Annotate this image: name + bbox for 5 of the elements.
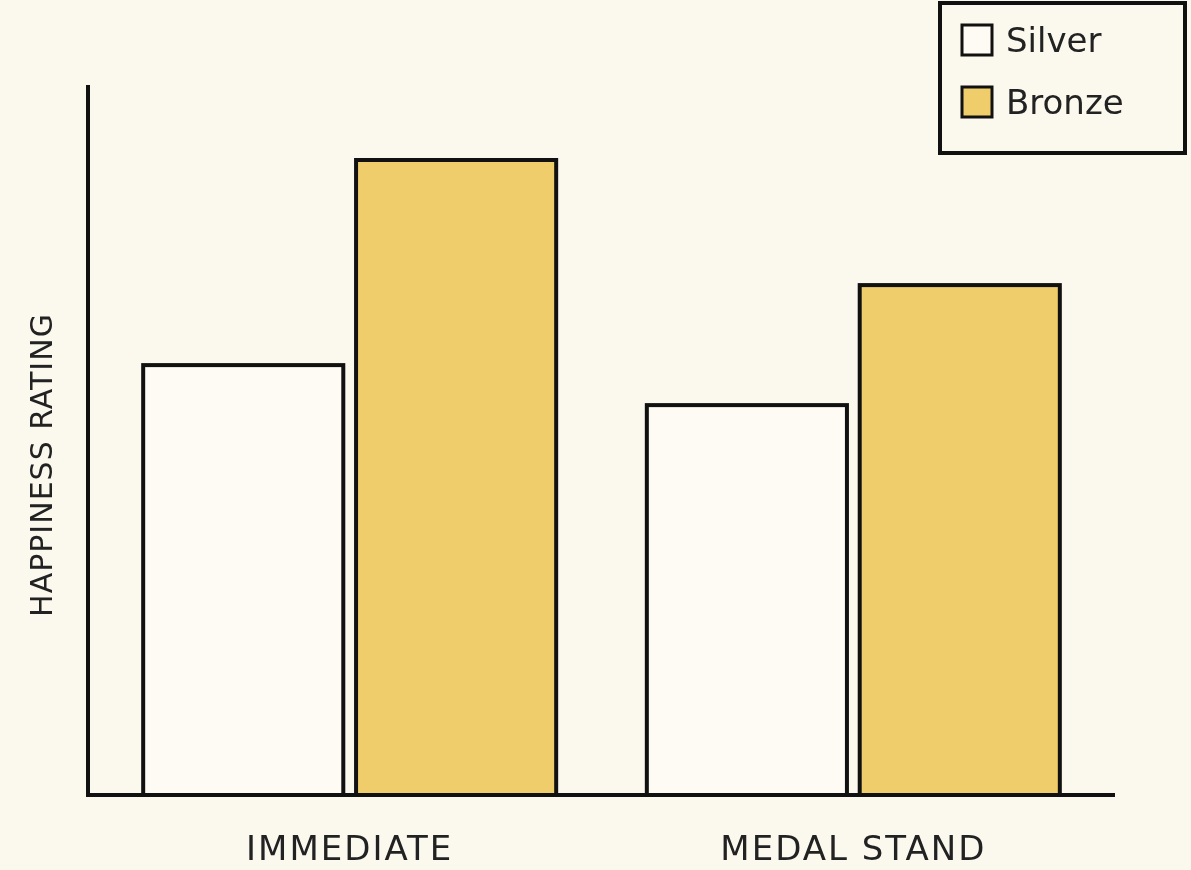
legend-label: Bronze [1006,82,1124,122]
x-tick-label: MEDAL STAND [720,828,987,868]
x-tick-label: IMMEDIATE [246,828,454,868]
legend-label: Silver [1006,20,1102,60]
y-axis-title: HAPPINESS RATING [24,313,59,617]
